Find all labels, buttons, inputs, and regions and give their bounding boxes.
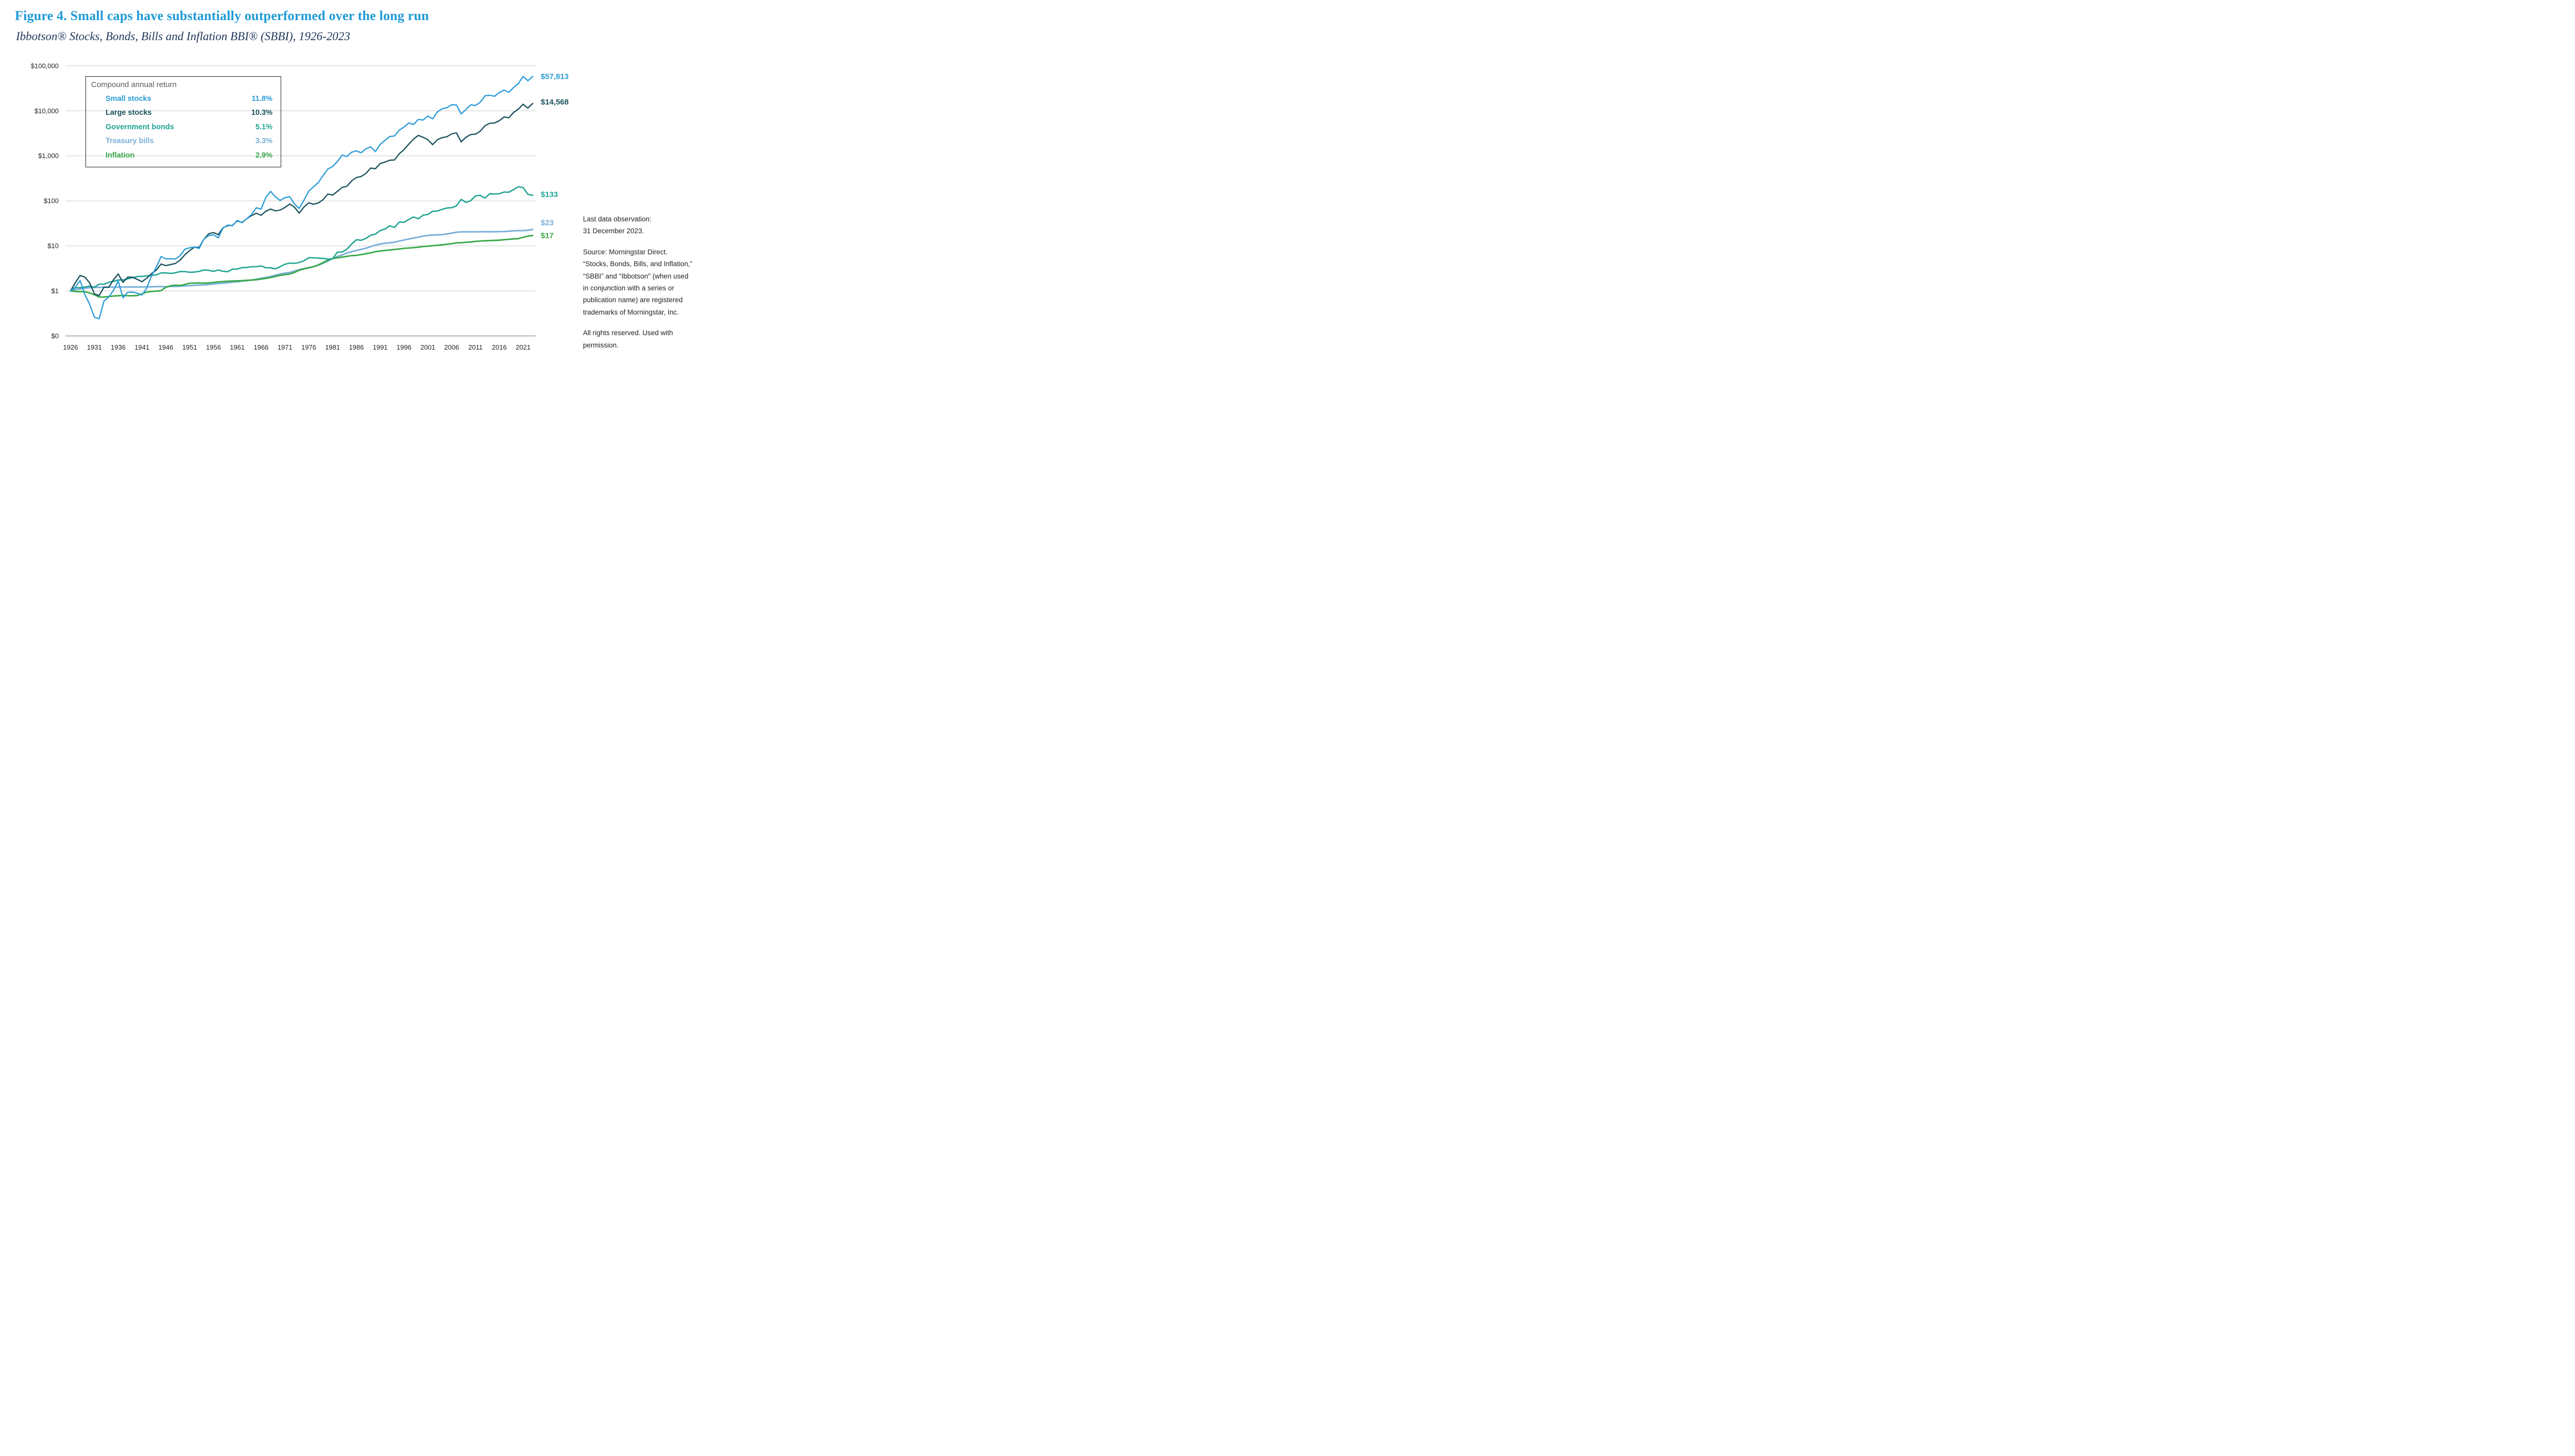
legend-label-treasury-bills: Treasury bills [106, 137, 154, 146]
x-tick-label: 2021 [516, 343, 530, 351]
legend-row-treasury-bills: Treasury bills 3.3% [91, 134, 272, 148]
series-line-large-stocks [70, 102, 534, 297]
end-label-large-stocks: $14,568 [541, 98, 569, 107]
legend-label-inflation: Inflation [106, 151, 135, 160]
legend-row-large-stocks: Large stocks 10.3% [91, 106, 272, 120]
x-tick-label: 2011 [468, 343, 483, 351]
series-line-inflation [70, 234, 534, 298]
series-line-small-stocks [70, 76, 534, 320]
legend-label-government-bonds: Government bonds [106, 123, 174, 131]
x-tick-label: 1991 [373, 343, 388, 351]
legend-row-small-stocks: Small stocks 11.8% [91, 92, 272, 106]
footnote-block: Last data observation: 31 December 2023.… [583, 213, 730, 360]
x-tick-label: 1956 [206, 343, 221, 351]
source-note: Source: Morningstar Direct. “Stocks, Bon… [583, 248, 693, 316]
legend-row-inflation: Inflation 2.9% [91, 149, 272, 163]
x-tick-label: 1931 [87, 343, 102, 351]
legend-value-inflation: 2.9% [255, 151, 272, 160]
end-label-inflation: $17 [541, 231, 554, 240]
y-tick-label: $100,000 [31, 62, 59, 70]
y-tick-label: $0 [52, 332, 59, 340]
x-tick-label: 1951 [182, 343, 197, 351]
x-tick-label: 1966 [254, 343, 269, 351]
legend-value-small-stocks: 11.8% [251, 95, 272, 103]
end-label-government-bonds: $133 [541, 190, 558, 199]
compound-annual-return-legend: Compound annual return Small stocks 11.8… [85, 76, 281, 167]
legend-label-small-stocks: Small stocks [106, 95, 151, 103]
y-tick-label: $1 [52, 287, 59, 295]
x-tick-label: 1961 [230, 343, 245, 351]
rights-note: All rights reserved. Used with permissio… [583, 329, 673, 349]
y-tick-label: $10,000 [35, 107, 59, 115]
x-tick-label: 2006 [444, 343, 459, 351]
x-tick-label: 2016 [492, 343, 507, 351]
y-tick-label: $10 [47, 242, 59, 250]
legend-value-large-stocks: 10.3% [251, 109, 272, 117]
legend-value-government-bonds: 5.1% [255, 123, 272, 131]
series-line-government-bonds [70, 186, 534, 292]
sbbi-figure-page: Figure 4. Small caps have substantially … [0, 0, 730, 364]
x-tick-label: 1936 [111, 343, 126, 351]
figure-subtitle: Ibbotson® Stocks, Bonds, Bills and Infla… [16, 30, 350, 43]
x-tick-label: 2001 [420, 343, 435, 351]
end-label-treasury-bills: $23 [541, 219, 554, 228]
x-tick-label: 1971 [278, 343, 293, 351]
x-tick-label: 1946 [159, 343, 174, 351]
x-tick-label: 1926 [63, 343, 78, 351]
y-tick-label: $1,000 [38, 152, 59, 160]
x-tick-label: 1941 [134, 343, 149, 351]
legend-label-large-stocks: Large stocks [106, 109, 152, 117]
end-label-small-stocks: $57,813 [541, 73, 569, 81]
sbbi-growth-of-dollar-chart: $100,000 $10,000 $1,000 $100 $10 $1 $0 1926 1931… [31, 62, 569, 351]
legend-title: Compound annual return [91, 80, 177, 89]
y-tick-label: $100 [44, 197, 59, 205]
legend-value-treasury-bills: 3.3% [255, 137, 272, 146]
x-tick-label: 1986 [349, 343, 364, 351]
figure-title: Figure 4. Small caps have substantially … [15, 8, 429, 23]
x-tick-label: 1981 [325, 343, 340, 351]
x-tick-label: 1996 [397, 343, 411, 351]
legend-row-government-bonds: Government bonds 5.1% [91, 120, 272, 134]
series-line-treasury-bills [70, 229, 534, 292]
last-observation-note: Last data observation: 31 December 2023. [583, 215, 651, 235]
x-tick-label: 1976 [301, 343, 316, 351]
